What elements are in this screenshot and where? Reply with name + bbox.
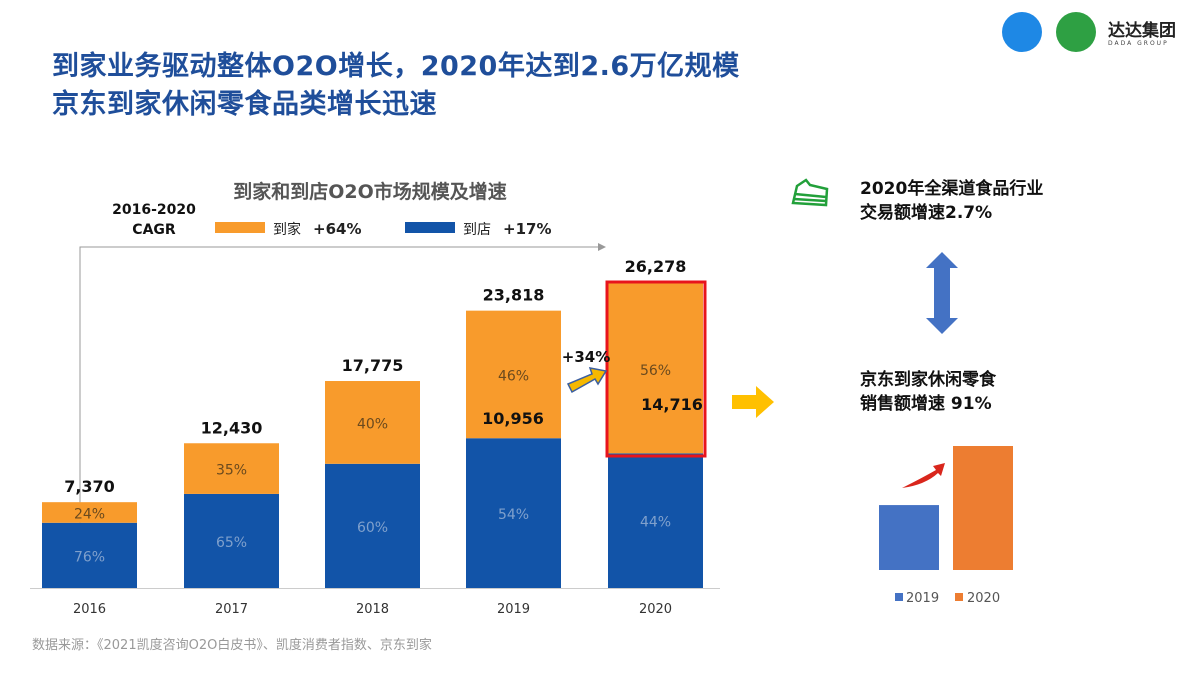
right-arrow-icon (732, 386, 774, 418)
bar-daojia (466, 310, 561, 439)
curved-up-arrow-icon (902, 463, 945, 488)
total-label: 17,775 (342, 356, 404, 375)
x-tick-label: 2019 (497, 602, 530, 617)
source-note: 数据来源：《2021凯度咨询O2O白皮书》、凯度消费者指数、京东到家 (32, 638, 432, 653)
legend-swatch (215, 222, 265, 233)
legend-label: 到家 (273, 221, 301, 238)
share-label-daodian: 76% (74, 549, 105, 565)
jd-daojia-logo (1056, 12, 1096, 52)
legend-cagr: +64% (313, 220, 361, 238)
double-arrow-icon (926, 252, 958, 334)
bar-daojia (184, 443, 279, 494)
bar-daodian (608, 453, 703, 588)
daojia-value-2019: 10,956 (482, 409, 544, 428)
dada-group-logo-en: DADA GROUP (1108, 40, 1169, 47)
share-label-daodian: 65% (216, 535, 247, 551)
x-tick-label: 2020 (639, 602, 672, 617)
bar-daojia (608, 282, 703, 454)
dada-express-logo (1002, 12, 1042, 52)
cagr-label: 2016-2020 (112, 202, 196, 218)
small-legend-swatch (895, 593, 903, 601)
page-title: 到家业务驱动整体O2O增长，2020年达到2.6万亿规模 (52, 51, 740, 82)
bar-daodian (466, 438, 561, 588)
x-tick-label: 2018 (356, 602, 389, 617)
total-label: 7,370 (64, 477, 115, 496)
bar-daodian (42, 522, 137, 588)
page-subtitle: 京东到家休闲零食品类增长迅速 (52, 89, 437, 120)
highlight-box-2020 (605, 280, 707, 458)
daojia-value-2020: 14,716 (641, 395, 703, 414)
bar-daodian (184, 493, 279, 588)
x-tick-label: 2016 (73, 602, 106, 617)
small-legend-label: 2019 (906, 591, 939, 606)
cake-icon (791, 178, 829, 207)
growth-label: +34% (562, 348, 610, 366)
small-bar (953, 446, 1013, 570)
small-legend-swatch (955, 593, 963, 601)
small-legend-label: 2020 (967, 591, 1000, 606)
share-label-daodian: 44% (640, 515, 671, 531)
legend-label: 到店 (463, 222, 491, 238)
chart-title: 到家和到店O2O市场规模及增速 (233, 180, 507, 203)
bar-daojia (325, 381, 420, 464)
share-label-daojia: 46% (498, 369, 529, 385)
share-label-daojia: 56% (640, 363, 671, 379)
share-label-daojia: 35% (216, 463, 247, 479)
legend-swatch (405, 222, 455, 233)
legend-cagr: +17% (503, 220, 551, 238)
total-label: 12,430 (201, 418, 263, 437)
cagr-label: CAGR (132, 222, 176, 238)
bar-daojia (42, 502, 137, 523)
stat2-line2: 销售额增速 91% (860, 394, 992, 414)
stat1-line2: 交易额增速2.7% (860, 203, 993, 223)
stat2-line1: 京东到家休闲零食 (860, 370, 996, 390)
share-label-daojia: 40% (357, 416, 388, 432)
timeline-arrow (79, 246, 598, 588)
dada-group-logo: 达达集团 (1108, 21, 1176, 41)
stat1-line1: 2020年全渠道食品行业 (860, 179, 1044, 199)
growth-arrow-icon (566, 367, 608, 394)
total-label: 26,278 (625, 257, 687, 276)
bar-daodian (325, 463, 420, 588)
share-label-daodian: 54% (498, 507, 529, 523)
x-tick-label: 2017 (215, 602, 248, 617)
share-label-daodian: 60% (357, 520, 388, 536)
timeline-arrowhead (598, 243, 606, 251)
share-label-daojia: 24% (74, 506, 105, 522)
small-bar (879, 505, 939, 570)
total-label: 23,818 (483, 286, 545, 305)
